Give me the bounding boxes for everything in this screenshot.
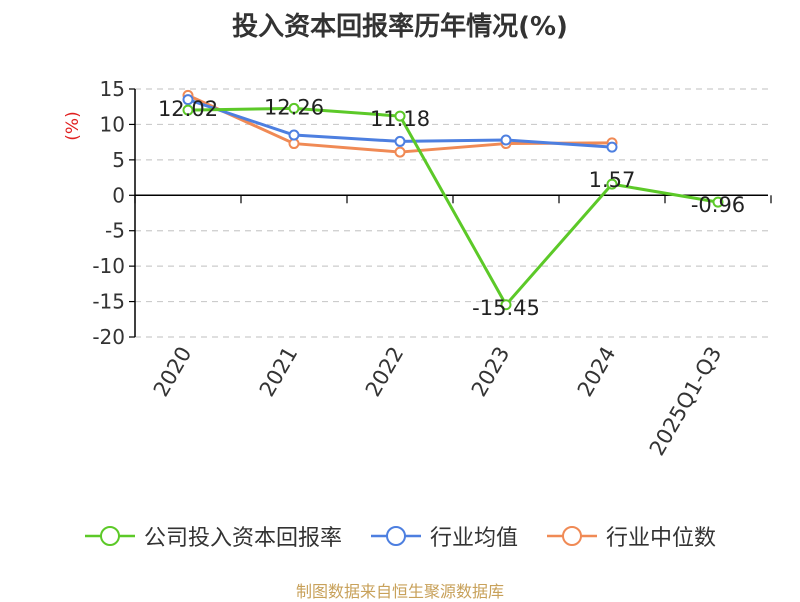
grid-lines — [135, 88, 768, 338]
line-chart: 15 10 5 0 -5 -10 -15 -20 2020 2021 2022 2023 2024 202… — [63, 77, 772, 460]
legend: 公司投入资本回报率 行业均值 行业中位数 — [0, 518, 800, 554]
data-label: -15.45 — [472, 296, 540, 320]
legend-swatch — [547, 526, 597, 546]
data-point — [394, 135, 406, 147]
data-point — [500, 299, 512, 311]
data-label: 11.18 — [370, 107, 430, 131]
y-tick-label: 5 — [112, 148, 125, 172]
y-tick-label: 0 — [112, 183, 125, 207]
data-point — [288, 129, 300, 141]
source-note: 制图数据来自恒生聚源数据库 — [295, 582, 504, 601]
legend-item[interactable]: 行业均值 — [370, 520, 518, 552]
data-label: -0.96 — [691, 193, 745, 217]
data-point — [288, 102, 300, 114]
x-tick-label: 2020 — [149, 343, 197, 401]
legend-label: 公司投入资本回报率 — [143, 526, 342, 551]
data-point — [606, 141, 618, 153]
data-point — [606, 178, 618, 190]
series-line — [187, 106, 719, 307]
x-tick-label: 2025Q1-Q3 — [645, 343, 727, 460]
legend-label: 行业均值 — [429, 526, 518, 551]
y-tick-label: 15 — [100, 77, 125, 101]
series-lines — [182, 89, 724, 311]
y-tick-label: -10 — [92, 254, 125, 278]
data-label: 1.57 — [589, 168, 636, 192]
legend-item[interactable]: 公司投入资本回报率 — [84, 520, 342, 552]
data-point — [394, 110, 406, 122]
y-axis-label: (%) — [63, 111, 83, 140]
data-label: 12.26 — [264, 95, 324, 119]
data-point — [500, 134, 512, 146]
y-tick-label: -15 — [92, 290, 125, 314]
chart-title: 投入资本回报率历年情况(%) — [232, 12, 568, 42]
y-tick-label: 10 — [100, 112, 125, 136]
data-point — [394, 146, 406, 158]
legend-item[interactable]: 行业中位数 — [546, 520, 716, 552]
data-point — [182, 94, 194, 106]
legend-swatch — [84, 526, 135, 546]
y-tick-label: -20 — [92, 325, 125, 349]
y-tick-label: -5 — [105, 219, 125, 243]
x-tick-label: 2023 — [467, 343, 515, 401]
data-label: 12.02 — [158, 97, 218, 121]
legend-label: 行业中位数 — [606, 526, 717, 551]
data-point — [712, 196, 724, 208]
legend-swatch — [370, 526, 421, 546]
axes: 15 10 5 0 -5 -10 -15 -20 2020 2021 2022 2023 2024 202… — [92, 77, 772, 460]
data-labels: 12.02 12.26 11.18 -15.45 1.57 -0.96 — [158, 95, 745, 319]
x-tick-label: 2024 — [573, 343, 621, 401]
data-point — [182, 104, 194, 116]
x-tick-label: 2021 — [255, 343, 303, 401]
x-tick-label: 2022 — [361, 343, 409, 401]
